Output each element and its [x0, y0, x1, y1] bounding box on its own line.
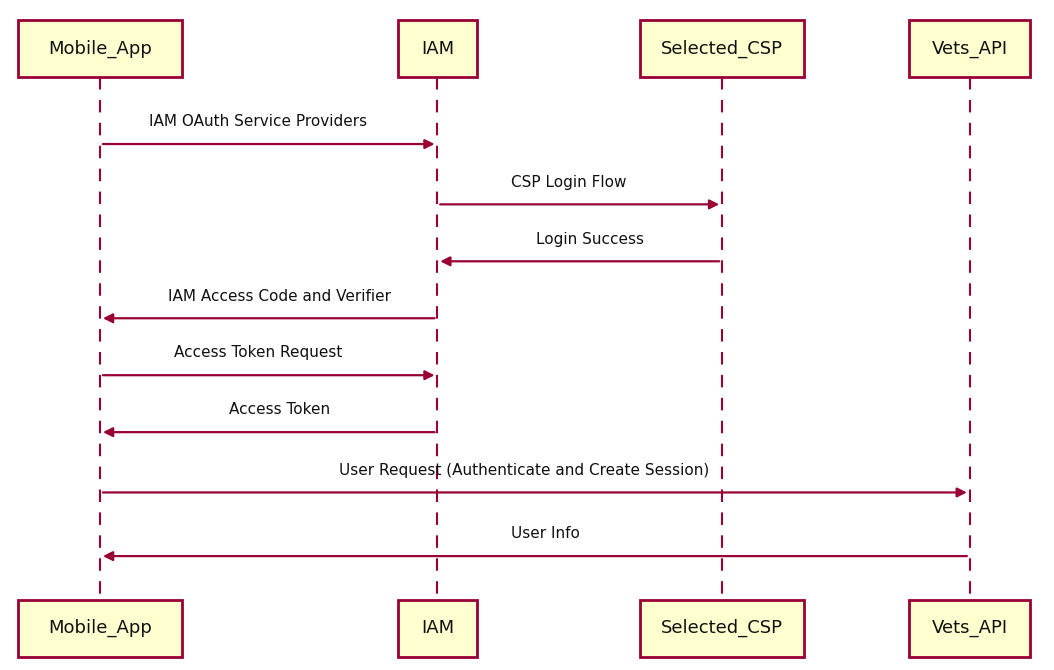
Text: Selected_CSP: Selected_CSP — [661, 619, 783, 637]
Text: Vets_API: Vets_API — [932, 619, 1008, 637]
Text: IAM Access Code and Verifier: IAM Access Code and Verifier — [168, 289, 391, 304]
FancyBboxPatch shape — [398, 600, 476, 657]
Text: Access Token: Access Token — [229, 403, 330, 417]
Text: User Request (Authenticate and Create Session): User Request (Authenticate and Create Se… — [339, 463, 709, 478]
Text: IAM: IAM — [421, 619, 454, 637]
Text: IAM: IAM — [421, 40, 454, 58]
Text: Access Token Request: Access Token Request — [174, 346, 343, 360]
Text: CSP Login Flow: CSP Login Flow — [511, 175, 627, 190]
Text: IAM OAuth Service Providers: IAM OAuth Service Providers — [150, 115, 367, 129]
Text: Vets_API: Vets_API — [932, 40, 1008, 58]
Text: Login Success: Login Success — [536, 232, 644, 247]
Text: User Info: User Info — [511, 527, 580, 541]
FancyBboxPatch shape — [909, 20, 1031, 77]
Text: Selected_CSP: Selected_CSP — [661, 40, 783, 58]
FancyBboxPatch shape — [19, 600, 182, 657]
FancyBboxPatch shape — [641, 600, 804, 657]
Text: Mobile_App: Mobile_App — [48, 619, 152, 637]
Text: Mobile_App: Mobile_App — [48, 40, 152, 58]
FancyBboxPatch shape — [398, 20, 476, 77]
FancyBboxPatch shape — [641, 20, 804, 77]
FancyBboxPatch shape — [909, 600, 1031, 657]
FancyBboxPatch shape — [19, 20, 182, 77]
